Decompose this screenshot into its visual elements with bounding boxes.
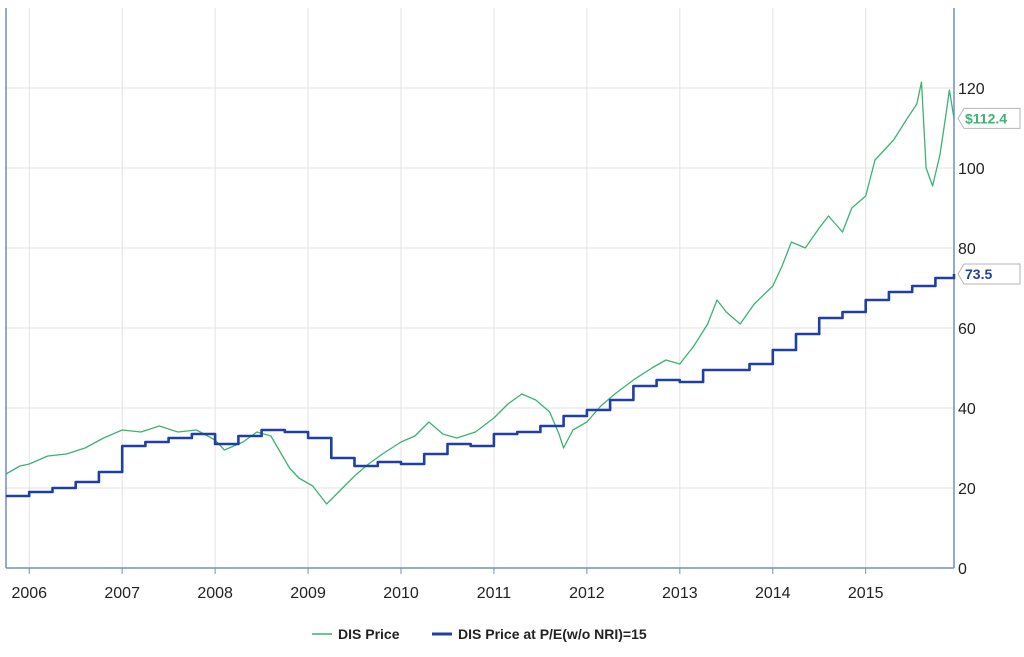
x-tick-label: 2009 [290, 585, 326, 602]
x-tick-label: 2011 [477, 585, 512, 602]
legend-item-dis-fair-price[interactable]: DIS Price at P/E(w/o NRI)=15 [432, 626, 647, 642]
y-tick-label: 100 [958, 161, 985, 178]
grid-lines [6, 8, 954, 574]
y-tick-label: 80 [958, 241, 976, 258]
tag-box [957, 107, 1021, 129]
legend-label: DIS Price [338, 626, 400, 642]
x-tick-label: 2010 [383, 585, 419, 602]
dis-price-line [5, 81, 955, 505]
y-tick-labels: 0 20 40 60 80 100 120 [958, 81, 985, 578]
tag-text: $112.4 [965, 110, 1007, 126]
y-tick-label: 0 [958, 561, 967, 578]
legend[interactable]: DIS Price DIS Price at P/E(w/o NRI)=15 [312, 626, 647, 642]
tag-text: 73.5 [965, 266, 992, 282]
x-tick-label: 2012 [569, 585, 605, 602]
x-tick-label: 2007 [104, 585, 140, 602]
y-tick-label: 20 [958, 481, 976, 498]
x-tick-label: 2014 [755, 585, 791, 602]
x-tick-label: 2015 [848, 585, 884, 602]
tag-box [957, 263, 1021, 285]
series-lines [5, 81, 956, 505]
dis-price-last-value-tag: $112.4 [957, 107, 1021, 129]
x-tick-label: 2013 [662, 585, 698, 602]
x-tick-labels: 2006 2007 2008 2009 2010 2011 2012 2013 2014 2015 [11, 585, 883, 602]
dis-fair-price-step-line [6, 274, 956, 498]
x-tick-label: 2006 [11, 585, 47, 602]
y-tick-label: 60 [958, 321, 976, 338]
axes [5, 8, 955, 569]
y-tick-label: 40 [958, 401, 976, 418]
x-tick-label: 2008 [197, 585, 233, 602]
last-value-tags: $112.4 73.5 [957, 107, 1021, 285]
y-tick-label: 120 [958, 81, 985, 98]
legend-item-dis-price[interactable]: DIS Price [312, 626, 400, 642]
legend-label: DIS Price at P/E(w/o NRI)=15 [458, 626, 647, 642]
dis-fair-price-last-value-tag: 73.5 [957, 263, 1021, 285]
